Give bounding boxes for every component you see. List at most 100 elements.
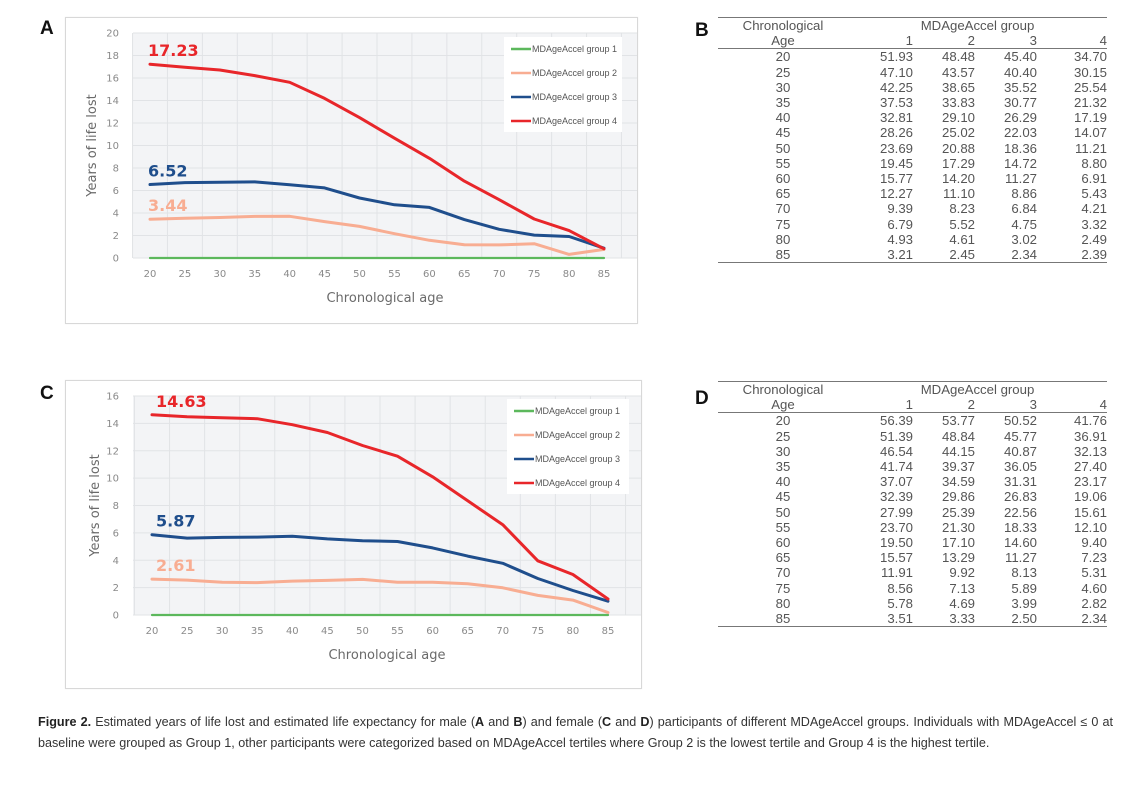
- table-row: 65 15.57 13.29 11.27 7.23: [718, 550, 1107, 565]
- cell-group-1: 23.69: [879, 140, 913, 156]
- cell-age: 45: [775, 125, 791, 141]
- caption-ref-d: D: [640, 715, 650, 729]
- y-tick-label: 6: [113, 186, 119, 197]
- cell-group-2: 7.13: [949, 580, 975, 596]
- header-group-4: 4: [1037, 33, 1107, 50]
- cell-group-2: 33.83: [941, 95, 975, 111]
- cell-group-2: 3.33: [913, 611, 975, 628]
- table-row: 45 28.26 25.02 22.03 14.07: [718, 125, 1107, 140]
- cell-group-4: 12.10: [1073, 519, 1107, 535]
- x-tick-label: 55: [391, 626, 404, 637]
- table-row: 35 41.74 39.37 36.05 27.40: [718, 459, 1107, 474]
- series-line-group-3: [148, 180, 606, 250]
- cell-group-4: 14.07: [1073, 125, 1107, 141]
- annotation-label: 14.63: [156, 392, 207, 411]
- annotation-label: 17.23: [148, 41, 199, 60]
- cell-age: 70: [775, 565, 791, 581]
- cell-group-4: 3.32: [1081, 216, 1107, 232]
- cell-age: 65: [775, 550, 791, 566]
- legend: MDAgeAccel group 1 MDAgeAccel group 2 MDAg…: [507, 399, 629, 494]
- table-row: 20 56.39 53.77 50.52 41.76: [718, 413, 1107, 429]
- cell-group-1: 11.91: [880, 565, 913, 581]
- table-row: 50 27.99 25.39 22.56 15.61: [718, 505, 1107, 520]
- cell-group-1: 3.21: [848, 247, 913, 264]
- caption-text: and: [611, 715, 641, 729]
- cell-group-3: 6.84: [1011, 201, 1037, 217]
- y-tick-label: 2: [113, 583, 119, 594]
- table-b-container: Chronological MDAgeAccel group Age 1 2 3…: [718, 17, 1107, 264]
- header-group-1: 1: [848, 397, 913, 414]
- cell-group-4: 6.91: [1081, 171, 1107, 187]
- cell-group-1: 37.53: [879, 95, 913, 111]
- cell-group-2: 25.39: [941, 504, 975, 520]
- cell-group-4: 34.70: [1073, 49, 1107, 65]
- table-d-container: Chronological MDAgeAccel group Age 1 2 3…: [718, 381, 1107, 628]
- x-tick-label: 25: [181, 626, 194, 637]
- x-tick-label: 20: [146, 626, 159, 637]
- caption-label: Figure 2.: [38, 715, 92, 729]
- cell-age: 60: [775, 171, 791, 187]
- chart-a: 0 2 4 6 8 10 12 14 16 18 20 20 25 30 35 40 45 50 55 60 65 70 7…: [85, 29, 637, 306]
- table-row: 80 5.78 4.69 3.99 2.82: [718, 596, 1107, 611]
- cell-group-3: 3.99: [1011, 595, 1037, 611]
- cell-group-4: 30.15: [1073, 64, 1107, 80]
- caption-text: and: [484, 715, 514, 729]
- cell-group-4: 23.17: [1073, 474, 1107, 490]
- cell-age: 75: [775, 216, 791, 232]
- cell-group-4: 4.21: [1081, 201, 1107, 217]
- cell-group-3: 45.40: [1003, 49, 1037, 65]
- cell-group-3: 11.27: [1004, 171, 1037, 187]
- cell-group-2: 29.86: [941, 489, 975, 505]
- cell-group-1: 4.93: [887, 231, 913, 247]
- y-tick-label: 8: [113, 164, 119, 175]
- table-row: 75 6.79 5.52 4.75 3.32: [718, 217, 1107, 232]
- cell-group-3: 18.36: [1003, 140, 1037, 156]
- cell-group-1: 12.27: [879, 186, 913, 202]
- cell-group-3: 4.75: [1011, 216, 1037, 232]
- header-age: Chronological: [718, 381, 848, 398]
- cell-group-2: 39.37: [941, 459, 975, 475]
- cell-group-3: 18.33: [1003, 519, 1037, 535]
- cell-group-2: 5.52: [949, 216, 975, 232]
- cell-group-2: 17.29: [941, 155, 975, 171]
- cell-group-1: 19.50: [879, 535, 913, 551]
- cell-group-2: 48.48: [941, 49, 975, 65]
- cell-age: 40: [775, 474, 791, 490]
- cell-age: 45: [775, 489, 791, 505]
- cell-group-1: 32.81: [879, 110, 913, 126]
- y-tick-label: 4: [113, 556, 119, 567]
- table-row: 25 51.39 48.84 45.77 36.91: [718, 429, 1107, 444]
- legend-box: [504, 37, 622, 132]
- header-group-title: MDAgeAccel group: [848, 17, 1107, 34]
- cell-group-3: 8.86: [1011, 186, 1037, 202]
- cell-age: 30: [775, 443, 791, 459]
- series-line-group-2: [150, 577, 610, 614]
- panel-label-d: D: [695, 388, 709, 409]
- x-tick-label: 70: [493, 269, 506, 280]
- cell-group-3: 36.05: [1003, 459, 1037, 475]
- y-tick-label: 0: [113, 254, 119, 265]
- cell-group-1: 46.54: [879, 443, 913, 459]
- cell-group-2: 11.10: [942, 186, 975, 202]
- cell-age: 25: [775, 64, 791, 80]
- cell-group-4: 9.40: [1081, 535, 1107, 551]
- legend-box: [507, 399, 629, 494]
- cell-age: 50: [775, 504, 791, 520]
- cell-group-3: 5.89: [1011, 580, 1037, 596]
- y-tick-label: 4: [113, 209, 119, 220]
- table-row: 35 37.53 33.83 30.77 21.32: [718, 95, 1107, 110]
- cell-age: 20: [775, 49, 791, 65]
- header-group-title: MDAgeAccel group: [848, 381, 1107, 398]
- x-tick-label: 80: [563, 269, 576, 280]
- cell-group-4: 21.32: [1073, 95, 1107, 111]
- cell-group-2: 2.45: [913, 247, 975, 264]
- cell-group-4: 2.39: [1037, 247, 1107, 264]
- x-tick-label: 80: [567, 626, 580, 637]
- cell-group-2: 20.88: [941, 140, 975, 156]
- cell-group-1: 6.79: [887, 216, 913, 232]
- cell-group-2: 29.10: [941, 110, 975, 126]
- cell-group-3: 2.50: [975, 611, 1037, 628]
- x-tick-label: 85: [602, 626, 615, 637]
- x-axis-title: Chronological age: [326, 291, 443, 306]
- table-b: Chronological MDAgeAccel group Age 1 2 3…: [718, 17, 1107, 264]
